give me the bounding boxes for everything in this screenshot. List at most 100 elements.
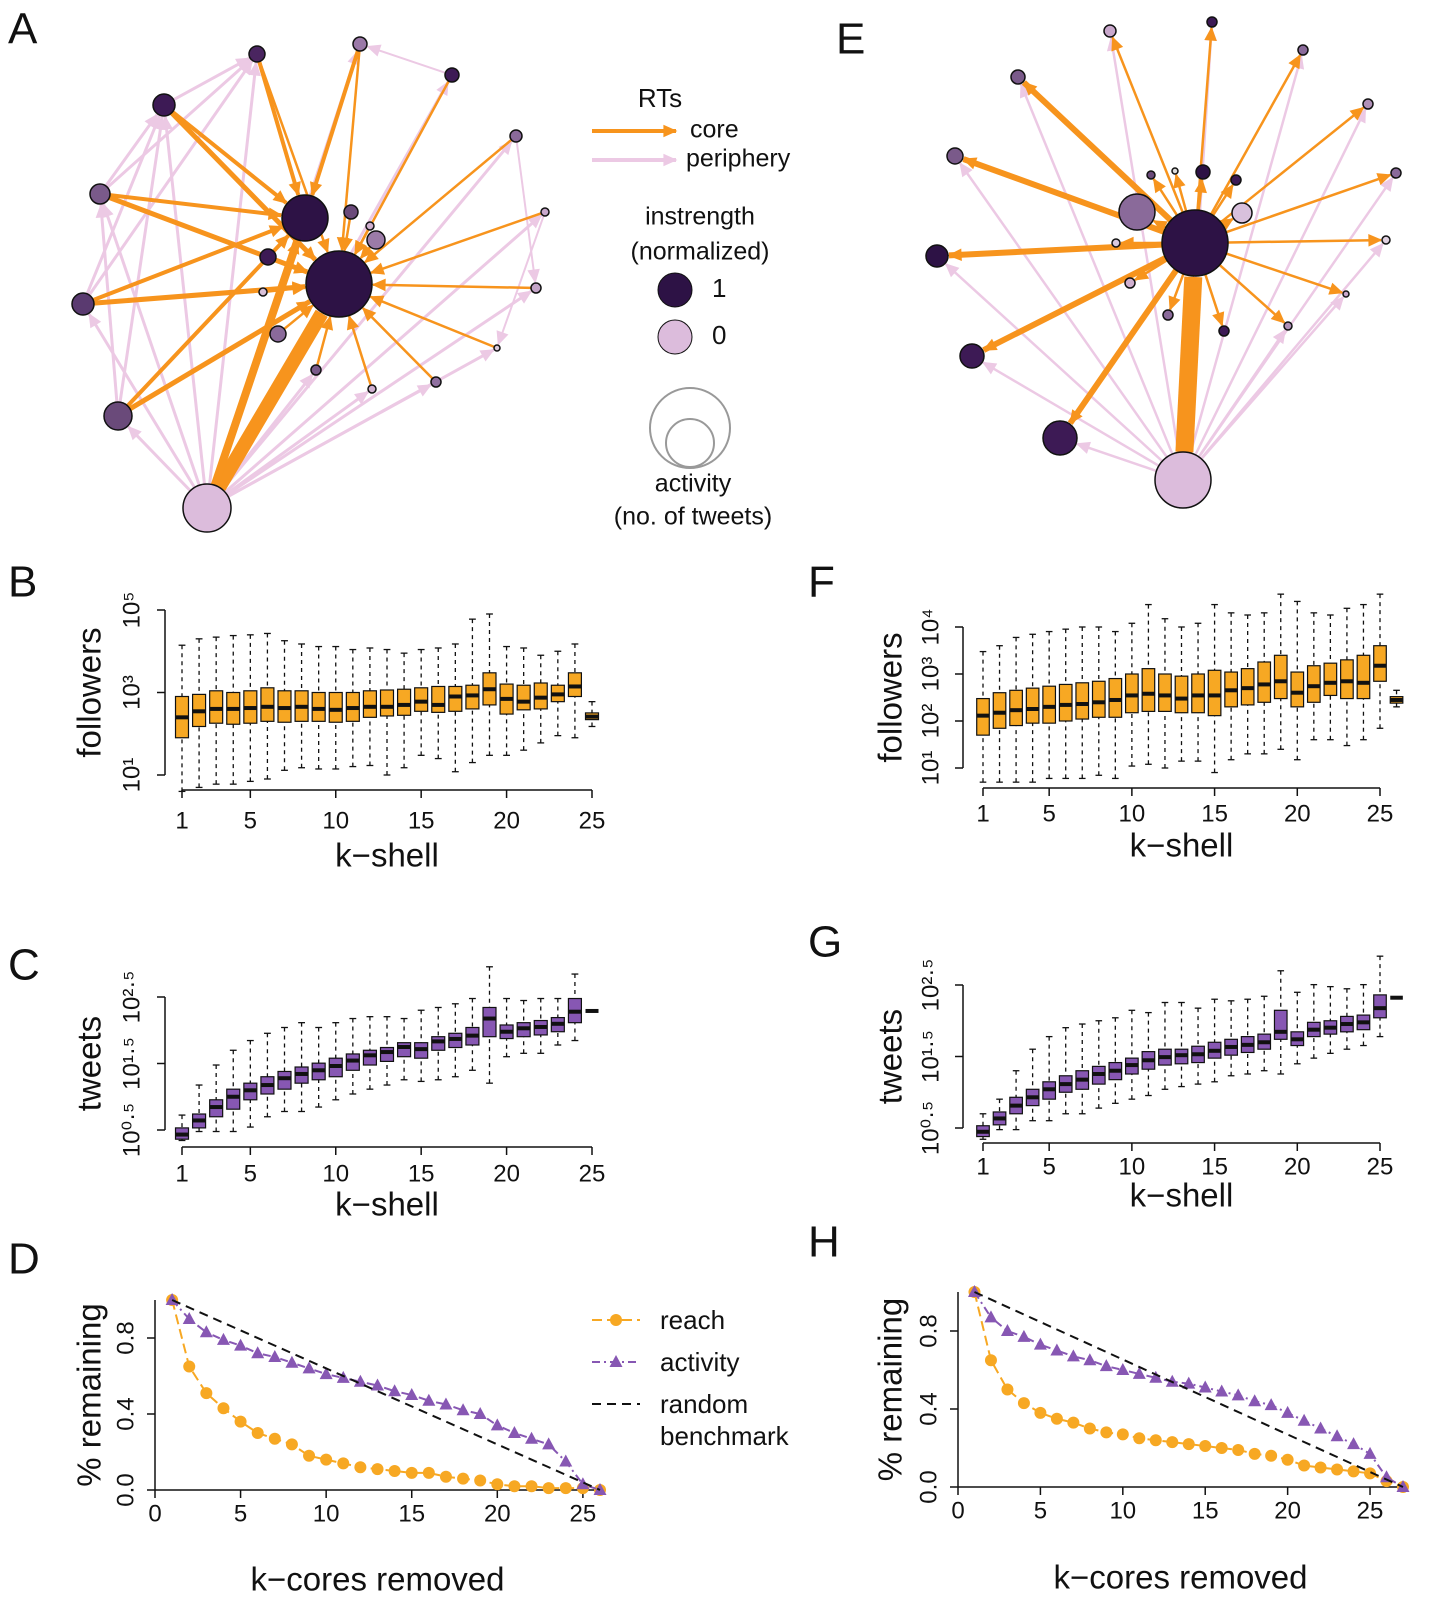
x-tick-label: 15	[398, 1500, 425, 1527]
box	[1058, 683, 1073, 722]
node	[1118, 193, 1156, 231]
core-edge	[1204, 273, 1225, 327]
core-edge	[1152, 219, 1168, 233]
point	[388, 1465, 401, 1477]
point	[371, 1378, 384, 1391]
core-edge	[93, 281, 307, 306]
point	[1314, 1421, 1328, 1434]
box	[1042, 685, 1057, 724]
legend-swatch	[657, 319, 693, 355]
point	[1248, 1394, 1262, 1407]
point	[405, 1466, 418, 1479]
panel-label: G	[808, 918, 842, 967]
node	[1124, 277, 1136, 289]
periphery-edge	[224, 214, 543, 494]
x-tick-label: 1	[175, 807, 188, 834]
core-edge	[361, 307, 434, 380]
core-edge	[1175, 275, 1203, 453]
box	[1108, 677, 1123, 718]
node	[444, 67, 460, 83]
y-tick-label: 10¹	[917, 751, 944, 786]
point	[405, 1388, 419, 1400]
box	[362, 690, 378, 718]
core-edge	[947, 241, 1163, 262]
box	[1091, 680, 1106, 718]
point	[507, 1426, 521, 1438]
box	[448, 685, 463, 712]
point	[388, 1384, 402, 1397]
x-tick-label: 20	[1274, 1497, 1301, 1524]
y-tick-label: 10⁰·⁵	[917, 1101, 944, 1155]
box	[1273, 654, 1288, 700]
legend-label: core	[690, 116, 739, 144]
x-tick-label: 5	[1034, 1497, 1047, 1524]
node	[152, 93, 176, 117]
x-tick-label: 20	[484, 1500, 511, 1527]
x-axis-label: k−shell	[1130, 1177, 1234, 1214]
line	[973, 1291, 1404, 1488]
point	[576, 1477, 590, 1490]
point	[1298, 1459, 1311, 1472]
x-axis-label: k−cores removed	[250, 1561, 504, 1598]
point	[1182, 1438, 1195, 1451]
y-tick-label: 10¹·⁵	[118, 1037, 145, 1090]
x-axis-label: k−shell	[1130, 827, 1234, 864]
core-edge	[1225, 173, 1392, 234]
point	[1215, 1384, 1229, 1397]
box	[260, 687, 275, 722]
point	[371, 1463, 384, 1476]
periphery-edge	[1200, 242, 1384, 460]
core-edge	[369, 212, 542, 275]
point	[1149, 1370, 1163, 1383]
core-edge	[336, 50, 361, 252]
node	[1171, 167, 1179, 175]
core-edge	[316, 315, 334, 366]
legend-title: RTs	[638, 83, 682, 113]
node	[1381, 235, 1391, 245]
point	[1067, 1416, 1080, 1429]
point	[1050, 1343, 1064, 1356]
periphery-edge	[1075, 441, 1157, 473]
core-edge	[213, 309, 328, 491]
x-tick-label: 20	[493, 1160, 520, 1187]
periphery-edge	[221, 140, 513, 491]
node	[1010, 69, 1026, 85]
box	[277, 1070, 292, 1090]
core-edge	[353, 228, 370, 256]
node	[343, 204, 359, 220]
legend-size	[665, 418, 715, 468]
core-edge	[364, 138, 513, 264]
y-tick-label: 10¹·⁵	[917, 1030, 944, 1083]
x-tick-label: 10	[322, 1160, 349, 1187]
core-edge	[126, 234, 290, 408]
node	[1283, 321, 1293, 331]
x-tick-label: 10	[322, 807, 349, 834]
x-tick-label: 0	[148, 1500, 161, 1527]
y-tick-label: 10²·⁵	[917, 959, 944, 1012]
point	[1314, 1461, 1327, 1474]
box	[379, 689, 395, 717]
point	[1248, 1447, 1261, 1460]
y-tick-label: 0.8	[112, 1321, 139, 1354]
x-tick-label: 25	[570, 1500, 597, 1527]
periphery-edge	[496, 215, 545, 346]
point	[422, 1466, 435, 1479]
periphery-edge	[515, 141, 540, 284]
core-edge	[1173, 173, 1188, 212]
box	[1009, 689, 1023, 727]
core-edge	[1227, 233, 1383, 247]
x-tick-label: 5	[244, 1160, 257, 1187]
x-tick-label: 15	[1192, 1497, 1219, 1524]
node	[540, 207, 550, 217]
point	[1182, 1376, 1196, 1389]
point	[473, 1407, 487, 1419]
core-edge	[1111, 36, 1184, 213]
point	[1264, 1398, 1278, 1411]
legend-label: 1	[712, 273, 726, 303]
node	[1231, 202, 1253, 224]
y-tick-label: 10²·⁵	[118, 971, 145, 1024]
y-axis-label: tweets	[872, 1009, 909, 1104]
point	[251, 1427, 264, 1439]
box	[396, 1042, 412, 1058]
point	[320, 1453, 333, 1466]
